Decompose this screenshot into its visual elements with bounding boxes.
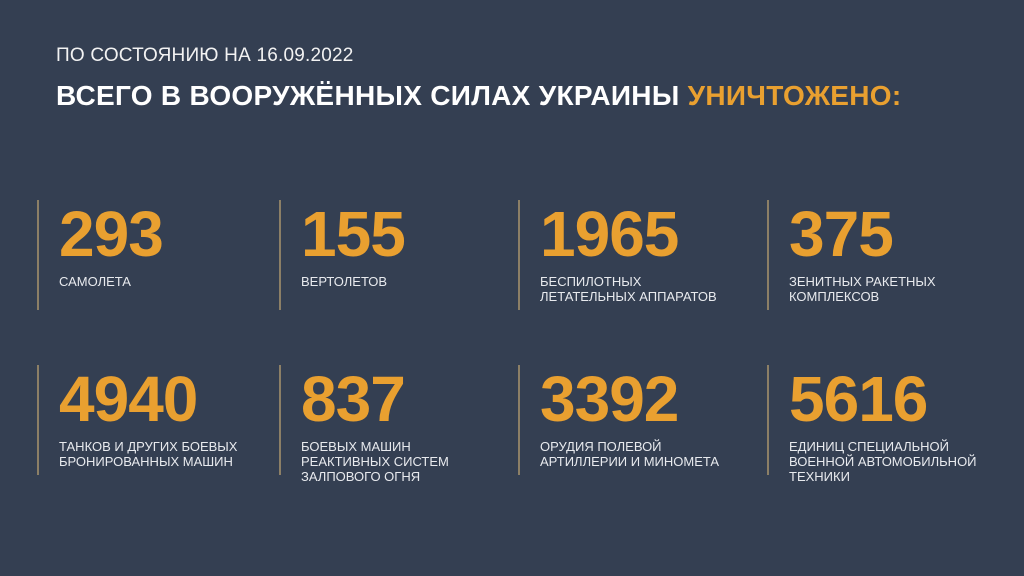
- stat-label: ВЕРТОЛЕТОВ: [301, 274, 388, 289]
- stat-value: 3392: [540, 363, 679, 435]
- stat-label: ЕДИНИЦ СПЕЦИАЛЬНОЙ ВОЕННОЙ АВТОМОБИЛЬНОЙ…: [789, 439, 977, 484]
- stat-label: ТАНКОВ И ДРУГИХ БОЕВЫХ БРОНИРОВАННЫХ МАШ…: [59, 439, 238, 469]
- stat-label: САМОЛЕТА: [59, 274, 131, 289]
- title-accent: УНИЧТОЖЕНО:: [687, 80, 902, 111]
- stat-artillery: 3392 ОРУДИЯ ПОЛЕВОЙ АРТИЛЛЕРИИ И МИНОМЕТ…: [518, 365, 750, 475]
- stat-label: ОРУДИЯ ПОЛЕВОЙ АРТИЛЛЕРИИ И МИНОМЕТА: [540, 439, 720, 469]
- stat-mlrs: 837 БОЕВЫХ МАШИН РЕАКТИВНЫХ СИСТЕМ ЗАЛПО…: [279, 363, 511, 484]
- stat-value: 155: [301, 198, 406, 270]
- date-line: ПО СОСТОЯНИЮ НА 16.09.2022: [56, 45, 354, 66]
- stat-drones: 1965 БЕСПИЛОТНЫХ ЛЕТАТЕЛЬНЫХ АППАРАТОВ: [518, 200, 750, 310]
- stat-value: 4940: [59, 363, 198, 435]
- stat-value: 375: [789, 198, 894, 270]
- stat-value: 837: [301, 363, 406, 435]
- title-main: ВСЕГО В ВООРУЖЁННЫХ СИЛАХ УКРАИНЫ: [56, 80, 680, 111]
- stat-vehicles: 5616 ЕДИНИЦ СПЕЦИАЛЬНОЙ ВОЕННОЙ АВТОМОБИ…: [767, 363, 999, 484]
- stat-value: 5616: [789, 363, 928, 435]
- stat-aircraft: 293 САМОЛЕТА: [37, 200, 269, 310]
- page-title: ВСЕГО В ВООРУЖЁННЫХ СИЛАХ УКРАИНЫ УНИЧТО…: [56, 80, 902, 112]
- stat-label: ЗЕНИТНЫХ РАКЕТНЫХ КОМПЛЕКСОВ: [789, 274, 936, 304]
- stat-helicopters: 155 ВЕРТОЛЕТОВ: [279, 200, 511, 310]
- stat-label: БЕСПИЛОТНЫХ ЛЕТАТЕЛЬНЫХ АППАРАТОВ: [540, 274, 717, 304]
- stat-value: 293: [59, 198, 164, 270]
- stat-sam: 375 ЗЕНИТНЫХ РАКЕТНЫХ КОМПЛЕКСОВ: [767, 200, 999, 310]
- stat-value: 1965: [540, 198, 679, 270]
- stat-label: БОЕВЫХ МАШИН РЕАКТИВНЫХ СИСТЕМ ЗАЛПОВОГО…: [301, 439, 449, 484]
- stat-tanks: 4940 ТАНКОВ И ДРУГИХ БОЕВЫХ БРОНИРОВАННЫ…: [37, 365, 269, 475]
